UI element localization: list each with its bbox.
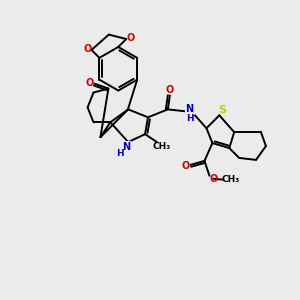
Text: H: H [186, 114, 194, 123]
Text: O: O [182, 161, 190, 171]
Text: CH₃: CH₃ [153, 142, 171, 151]
Text: S: S [218, 105, 226, 116]
Text: O: O [209, 174, 217, 184]
Text: N: N [186, 104, 194, 114]
Text: CH₃: CH₃ [221, 175, 239, 184]
Text: O: O [126, 33, 134, 43]
Text: O: O [83, 44, 92, 54]
Text: N: N [122, 142, 130, 152]
Text: O: O [85, 78, 94, 88]
Text: H: H [116, 149, 124, 158]
Text: O: O [166, 85, 174, 94]
